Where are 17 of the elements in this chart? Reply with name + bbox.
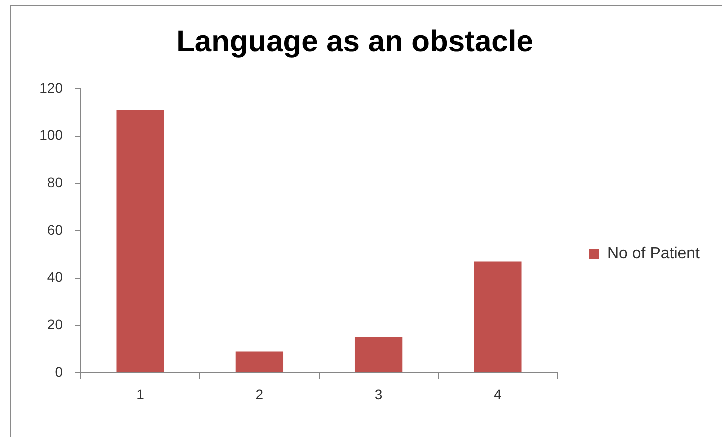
x-tick-label: 3: [374, 386, 383, 402]
y-tick-label: 20: [47, 316, 64, 333]
x-tick-label: 4: [494, 386, 502, 402]
y-tick-label: 60: [47, 222, 64, 238]
x-tick-label: 1: [136, 386, 145, 402]
y-tick-label: 80: [47, 174, 64, 191]
y-tick-label: 100: [40, 127, 64, 144]
legend-label: No of Patient: [608, 245, 701, 262]
bar: [116, 110, 164, 372]
x-tick-label: 2: [256, 386, 264, 402]
bar: [236, 352, 284, 372]
bar: [474, 262, 522, 372]
y-tick-label: 120: [40, 80, 64, 96]
y-tick-label: 0: [55, 364, 64, 380]
chart-title: Language as an obstacle: [176, 25, 534, 58]
y-tick-label: 40: [47, 269, 64, 286]
bar: [354, 338, 403, 372]
